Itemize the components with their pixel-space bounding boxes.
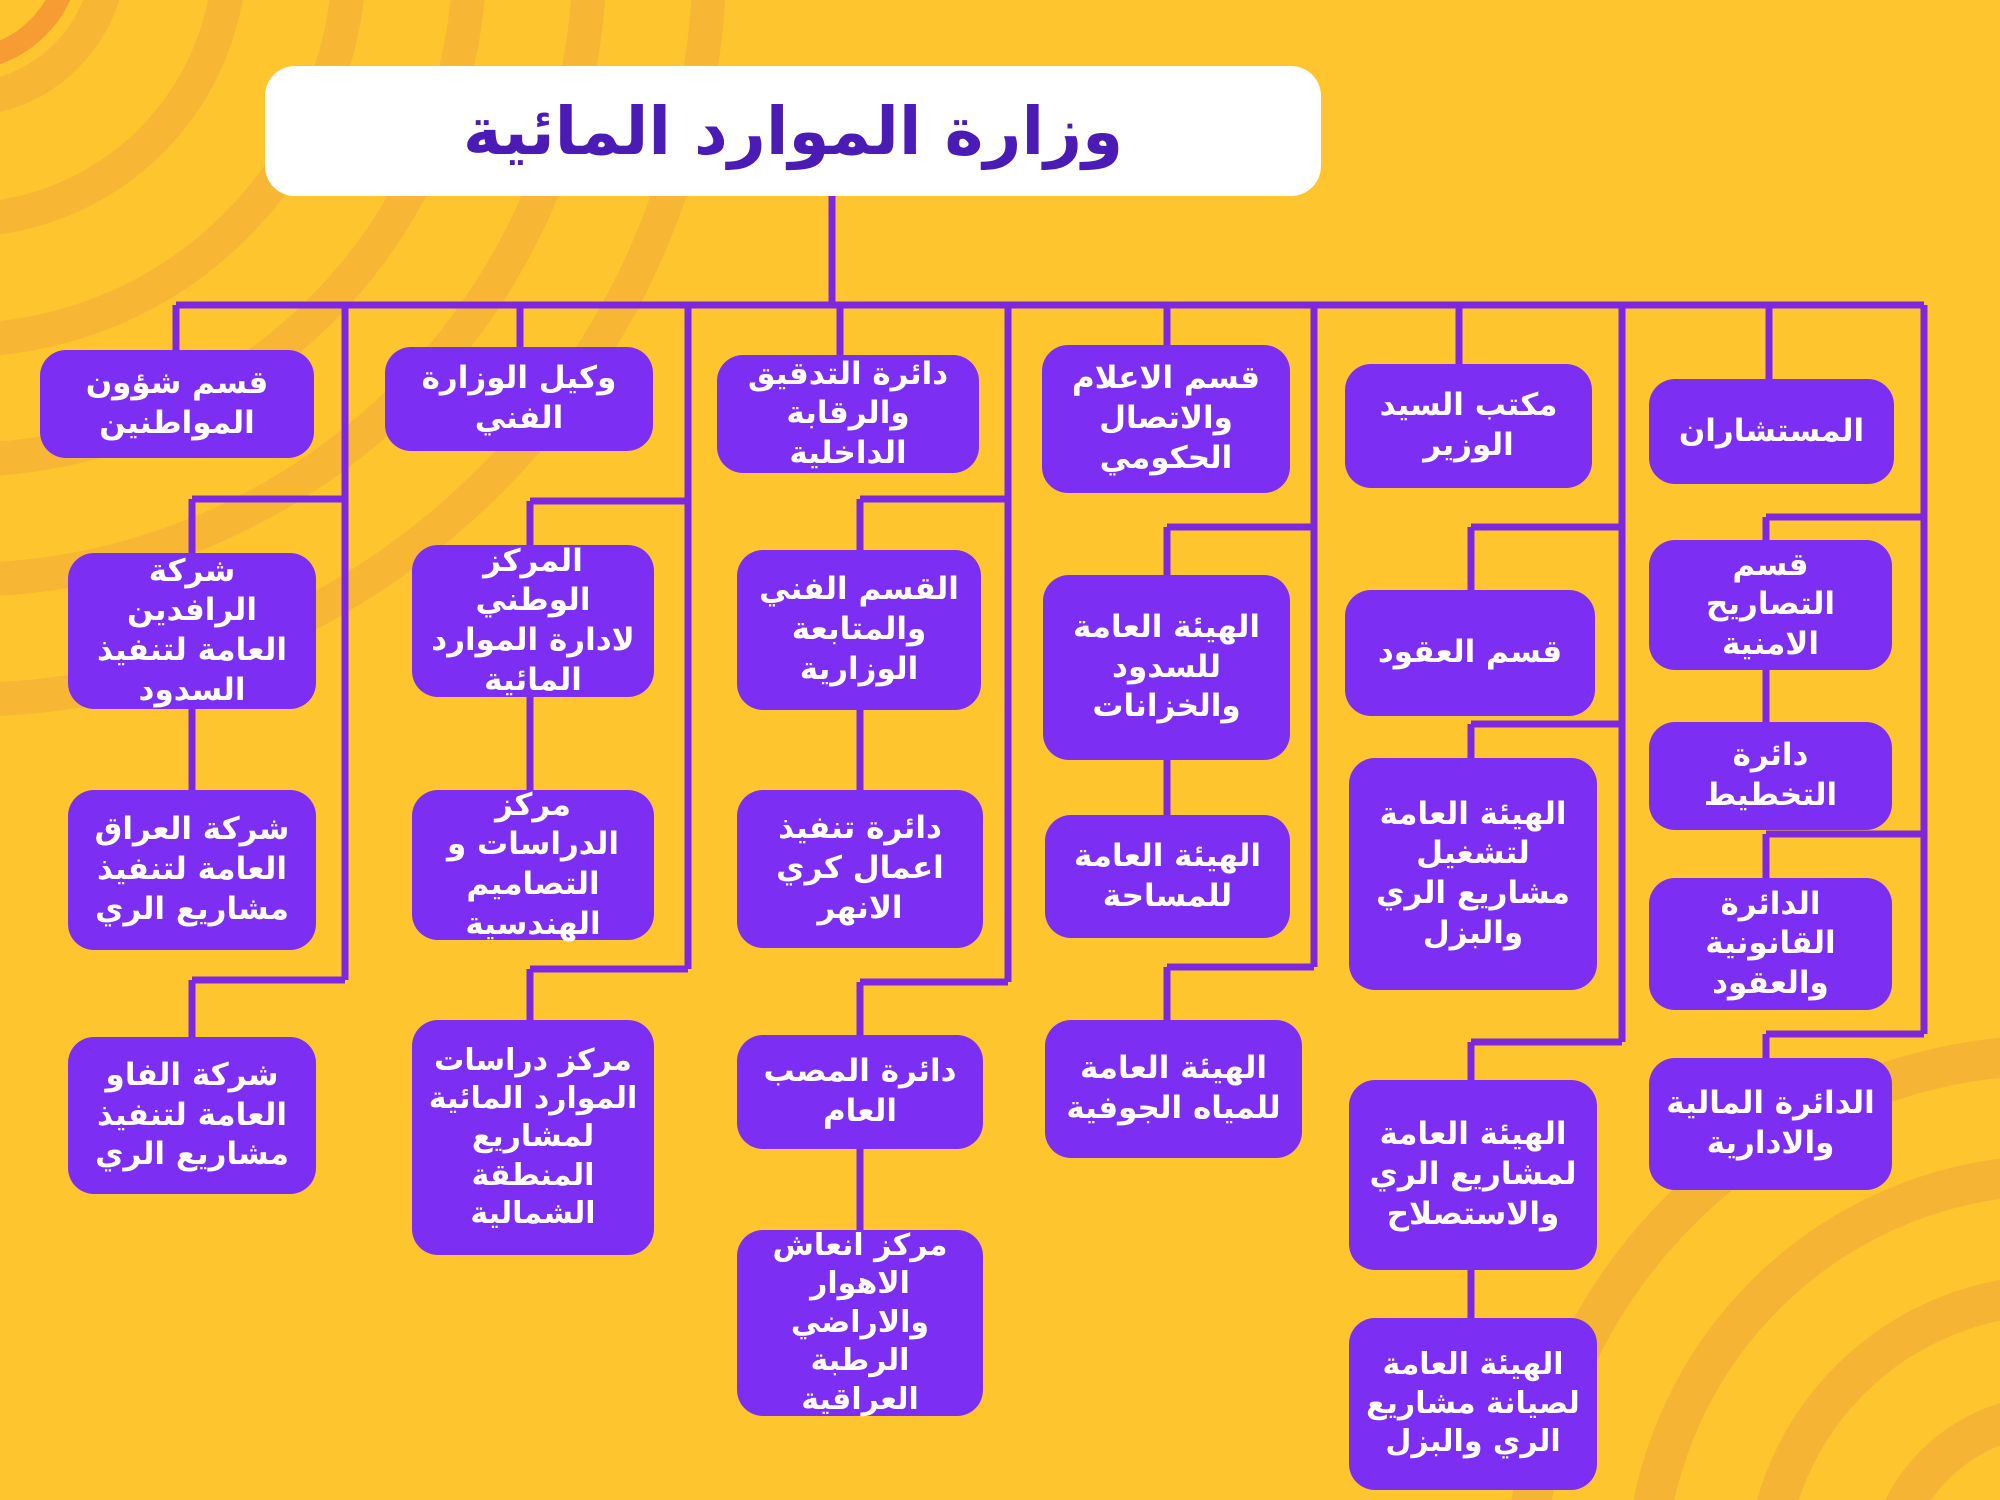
org-box-groundwater-authority: الهيئة العامة للمياه الجوفية: [1045, 1020, 1302, 1158]
org-box-dams-reservoirs-auth: الهيئة العامة للسدود والخزانات: [1043, 575, 1290, 760]
org-box-rafidain-dams-co: شركة الرافدين العامة لتنفيذ السدود: [68, 553, 316, 709]
org-box-faw-irrigation-co: شركة الفاو العامة لتنفيذ مشاريع الري: [68, 1037, 316, 1194]
org-box-legal-contracts-dept: الدائرة القانونية والعقود: [1649, 878, 1892, 1010]
org-box-audit-internal-control: دائرة التدقيق والرقابة الداخلية: [717, 355, 979, 473]
org-box-river-dredging: دائرة تنفيذ اعمال كري الانهر: [737, 790, 983, 948]
org-box-north-studies-center: مركز دراسات الموارد المائية لمشاريع المن…: [412, 1020, 654, 1255]
org-box-irrigation-maintenance-auth: الهيئة العامة لصيانة مشاريع الري والبزل: [1349, 1318, 1597, 1490]
org-box-iraq-irrigation-co: شركة العراق العامة لتنفيذ مشاريع الري: [68, 790, 316, 950]
org-box-media-gov-comm: قسم الاعلام والاتصال الحكومي: [1042, 345, 1290, 493]
org-box-irrigation-reclamation-auth: الهيئة العامة لمشاريع الري والاستصلاح: [1349, 1080, 1597, 1270]
org-box-security-permits: قسم التصاريح الامنية: [1649, 540, 1892, 670]
org-box-advisors: المستشاران: [1649, 379, 1894, 484]
title-card: وزارة الموارد المائية: [265, 66, 1321, 196]
org-box-survey-authority: الهيئة العامة للمساحة: [1045, 815, 1290, 938]
org-box-finance-admin-dept: الدائرة المالية والادارية: [1649, 1058, 1892, 1190]
org-box-marshes-revival: مركز انعاش الاهوار والاراضي الرطبة العرا…: [737, 1228, 983, 1417]
org-box-national-wrm-center: المركز الوطني لادارة الموارد المائية: [412, 543, 654, 698]
org-box-contracts-dept: قسم العقود: [1345, 590, 1595, 716]
org-box-eng-studies-center: مركز الدراسات و التصاميم الهندسية: [412, 787, 654, 942]
org-box-citizens-affairs: قسم شؤون المواطنين: [40, 350, 314, 458]
org-box-general-outfall: دائرة المصب العام: [737, 1035, 983, 1149]
org-box-planning-dept: دائرة التخطيط: [1649, 722, 1892, 830]
org-box-technical-followup: القسم الفني والمتابعة الوزارية: [737, 550, 981, 710]
org-box-minister-office: مكتب السيد الوزير: [1345, 364, 1592, 488]
org-box-irrigation-operation-auth: الهيئة العامة لتشغيل مشاريع الري والبزل: [1349, 758, 1597, 990]
org-box-technical-deputy: وكيل الوزارة الفني: [385, 347, 653, 451]
chart-title: وزارة الموارد المائية: [462, 92, 1124, 170]
